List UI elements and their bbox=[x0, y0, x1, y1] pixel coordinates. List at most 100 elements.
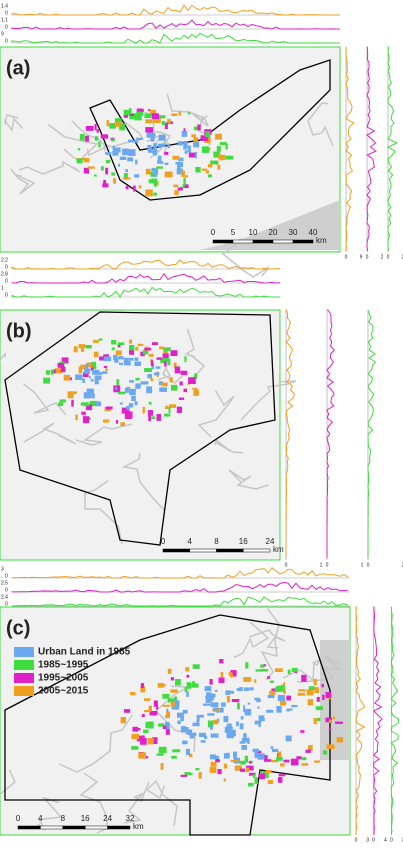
urban-patch bbox=[134, 115, 142, 121]
urban-patch bbox=[128, 357, 134, 361]
urban-patch bbox=[158, 134, 166, 141]
river bbox=[233, 621, 270, 658]
urban-patch bbox=[85, 126, 94, 131]
urban-patch bbox=[153, 700, 158, 707]
urban-patch bbox=[69, 377, 72, 381]
urban-patch bbox=[240, 768, 246, 772]
urban-patch bbox=[105, 406, 113, 410]
urban-patch bbox=[114, 357, 119, 363]
urban-patch bbox=[207, 713, 215, 716]
strip-tick-label: 0 bbox=[387, 254, 390, 260]
urban-patch bbox=[226, 752, 230, 757]
urban-patch bbox=[316, 696, 320, 702]
river bbox=[58, 714, 133, 773]
urban-patch bbox=[153, 116, 161, 123]
urban-patch bbox=[105, 368, 109, 371]
scale-label: 10 bbox=[249, 228, 258, 237]
urban-patch bbox=[186, 667, 190, 672]
urban-patch bbox=[147, 144, 152, 150]
urban-patch bbox=[76, 158, 83, 164]
urban-patch bbox=[167, 119, 171, 124]
urban-patch bbox=[134, 401, 138, 406]
river bbox=[307, 102, 334, 147]
urban-patch bbox=[290, 758, 299, 766]
urban-patch bbox=[195, 167, 201, 173]
urban-patch bbox=[164, 151, 169, 155]
urban-patch bbox=[85, 345, 92, 349]
urban-patch bbox=[75, 414, 78, 421]
river bbox=[0, 769, 16, 796]
urban-patch bbox=[128, 108, 132, 114]
strip-tick-label: 3 bbox=[1, 566, 4, 572]
urban-patch bbox=[278, 751, 282, 758]
urban-patch bbox=[124, 709, 131, 713]
urban-patch bbox=[73, 346, 78, 353]
urban-patch bbox=[298, 689, 306, 692]
river bbox=[0, 351, 6, 362]
urban-patch bbox=[178, 397, 185, 400]
marginal-curve bbox=[11, 32, 340, 44]
urban-patch bbox=[157, 159, 161, 163]
urban-patch bbox=[225, 690, 230, 696]
river bbox=[37, 796, 63, 831]
urban-patch bbox=[114, 121, 121, 127]
urban-patch bbox=[182, 184, 185, 188]
scale-label: 4 bbox=[188, 537, 193, 546]
urban-patch bbox=[151, 167, 155, 172]
urban-patch bbox=[119, 402, 123, 405]
urban-patch bbox=[164, 122, 168, 129]
urban-patch bbox=[153, 149, 158, 155]
urban-patch bbox=[278, 774, 286, 777]
urban-patch bbox=[85, 363, 89, 371]
marginal-curve bbox=[390, 606, 400, 836]
scale-label: 0 bbox=[161, 537, 166, 546]
urban-patch bbox=[221, 702, 226, 707]
panel-label: (b) bbox=[6, 320, 32, 342]
urban-patch bbox=[102, 371, 108, 374]
urban-patch bbox=[133, 185, 136, 192]
urban-patch bbox=[196, 715, 200, 722]
urban-patch bbox=[170, 689, 178, 693]
strip-tick-label: 0 bbox=[5, 38, 8, 44]
urban-patch bbox=[270, 746, 274, 749]
urban-patch bbox=[67, 391, 74, 399]
urban-patch bbox=[156, 753, 164, 756]
urban-patch bbox=[267, 694, 275, 699]
urban-patch bbox=[234, 765, 242, 771]
legend-swatch bbox=[14, 647, 34, 657]
urban-patch bbox=[180, 370, 188, 375]
urban-patch bbox=[90, 379, 94, 382]
panel-label: (c) bbox=[6, 617, 30, 639]
urban-patch bbox=[192, 387, 198, 390]
urban-patch bbox=[165, 405, 169, 409]
urban-patch bbox=[173, 700, 179, 707]
urban-patch bbox=[157, 143, 166, 147]
urban-patch bbox=[209, 679, 213, 685]
scale-label: 24 bbox=[266, 537, 275, 546]
urban-patch bbox=[177, 163, 181, 171]
urban-patch bbox=[91, 393, 95, 399]
urban-patch bbox=[173, 184, 179, 188]
urban-patch bbox=[283, 759, 290, 763]
urban-patch bbox=[151, 363, 154, 370]
urban-patch bbox=[192, 664, 200, 669]
urban-patch bbox=[291, 667, 298, 672]
urban-patch bbox=[130, 692, 136, 696]
urban-patch bbox=[283, 682, 286, 686]
scale-segment bbox=[40, 825, 64, 830]
urban-patch bbox=[153, 192, 157, 196]
river bbox=[184, 328, 206, 386]
scale-segment bbox=[107, 825, 131, 830]
scale-segment bbox=[232, 239, 254, 244]
urban-patch bbox=[166, 708, 169, 713]
urban-patch bbox=[126, 405, 130, 410]
urban-patch bbox=[244, 755, 249, 763]
urban-patch bbox=[105, 159, 111, 164]
urban-patch bbox=[93, 364, 97, 369]
urban-patch bbox=[113, 354, 118, 361]
urban-patch bbox=[117, 343, 121, 348]
urban-patch bbox=[154, 168, 159, 175]
strip-tick-label: 0 bbox=[5, 264, 8, 270]
urban-patch bbox=[79, 134, 85, 141]
urban-patch bbox=[154, 372, 160, 376]
